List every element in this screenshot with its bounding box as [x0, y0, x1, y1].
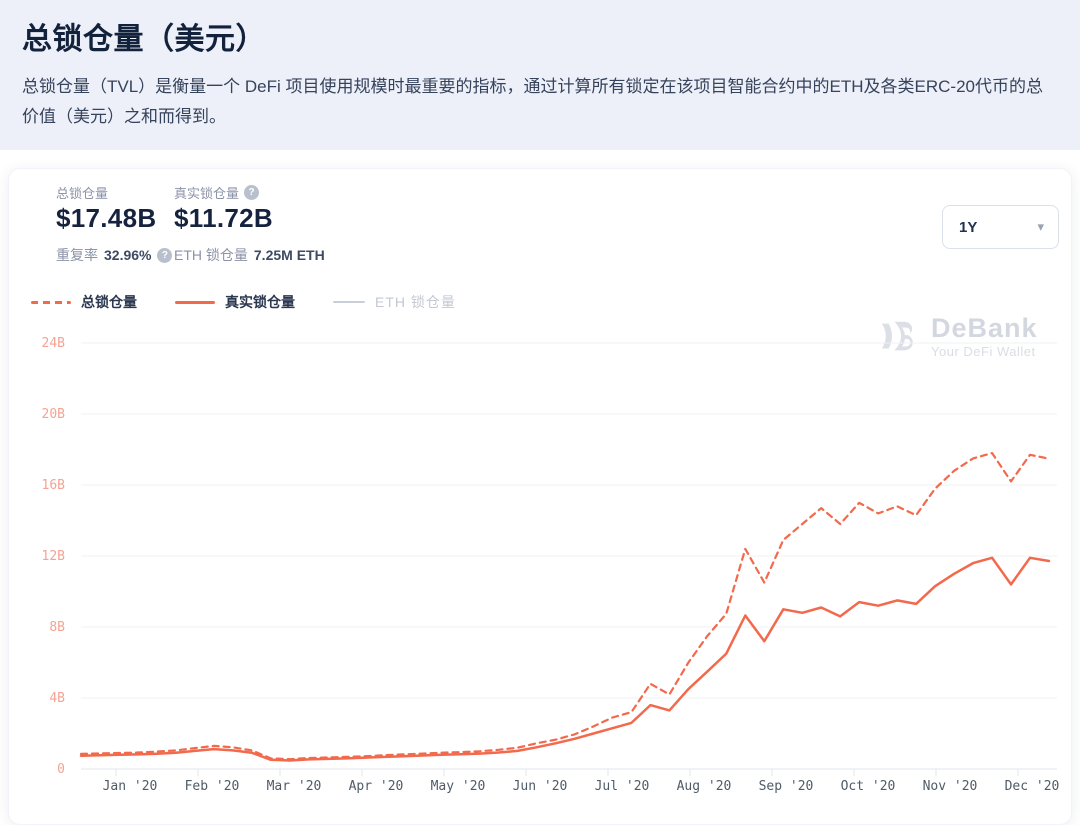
debank-name: DeBank [931, 313, 1038, 343]
duplication-rate-value: 32.96% [104, 247, 152, 263]
dashed-line-sample-icon [31, 300, 71, 304]
svg-text:16B: 16B [42, 478, 66, 493]
svg-text:24B: 24B [42, 336, 66, 351]
svg-text:Jun '20: Jun '20 [513, 779, 568, 794]
svg-text:8B: 8B [49, 620, 65, 635]
legend-item-real-tvl[interactable]: 真实锁仓量 [175, 292, 295, 312]
svg-text:Apr '20: Apr '20 [349, 779, 404, 794]
svg-text:20B: 20B [42, 407, 66, 422]
svg-text:Jul '20: Jul '20 [595, 779, 650, 794]
duplication-rate-label: 重复率 [56, 247, 98, 263]
debank-logo-icon [881, 321, 913, 351]
chart-legend: 总锁仓量 真实锁仓量 ETH 锁仓量 [31, 291, 494, 313]
eth-locked-value: 7.25M ETH [253, 247, 325, 263]
debank-tagline: Your DeFi Wallet [931, 344, 1036, 359]
chevron-down-icon: ▾ [1037, 219, 1044, 234]
total-tvl-value: $17.48B [56, 203, 157, 233]
svg-text:Dec '20: Dec '20 [1005, 779, 1060, 794]
stats-panel: 总锁仓量 $17.48B 重复率 32.96% ? 真实锁仓量 ? $11.72… [56, 183, 325, 265]
stat-total-tvl: 总锁仓量 $17.48B 重复率 32.96% ? [56, 183, 174, 265]
svg-text:Feb '20: Feb '20 [185, 779, 240, 794]
page-title: 总锁仓量（美元） [22, 23, 266, 56]
tvl-line-chart[interactable]: 0 4B 8B 12B 16B 20B 24B Jan '20 Feb '20 Mar '20 Ap… [9, 309, 1072, 825]
debank-watermark: DeBank Your DeFi Wallet [881, 315, 1038, 359]
real-tvl-value: $11.72B [174, 203, 273, 233]
svg-text:12B: 12B [42, 549, 66, 564]
total-tvl-label: 总锁仓量 [56, 185, 109, 201]
legend-label: 真实锁仓量 [225, 294, 295, 310]
svg-text:Sep '20: Sep '20 [759, 779, 814, 794]
eth-locked-label: ETH 锁仓量 [174, 247, 248, 263]
gray-line-sample-icon [333, 301, 365, 303]
legend-label: 总锁仓量 [81, 294, 137, 310]
svg-text:Mar '20: Mar '20 [267, 779, 322, 794]
svg-text:4B: 4B [49, 691, 65, 706]
time-range-select[interactable]: 1Y ▾ [942, 205, 1059, 249]
svg-text:Nov '20: Nov '20 [923, 779, 978, 794]
question-circle-icon[interactable]: ? [244, 184, 260, 200]
solid-line-sample-icon [175, 300, 215, 304]
real-tvl-label: 真实锁仓量 ? [174, 183, 325, 201]
page-description: 总锁仓量（TVL）是衡量一个 DeFi 项目使用规模时最重要的指标，通过计算所有… [22, 77, 1043, 126]
duplication-rate-row: 重复率 32.96% ? [56, 245, 174, 265]
real-tvl-label-text: 真实锁仓量 [174, 185, 240, 201]
svg-text:Oct '20: Oct '20 [841, 779, 896, 794]
eth-locked-row: ETH 锁仓量 7.25M ETH [174, 245, 325, 265]
svg-text:May '20: May '20 [431, 779, 486, 794]
legend-item-eth-locked[interactable]: ETH 锁仓量 [333, 292, 456, 312]
svg-text:Aug '20: Aug '20 [677, 779, 732, 794]
page-header: 总锁仓量（美元） 总锁仓量（TVL）是衡量一个 DeFi 项目使用规模时最重要的… [0, 0, 1080, 150]
question-circle-icon[interactable]: ? [157, 247, 173, 263]
legend-item-total-tvl[interactable]: 总锁仓量 [31, 292, 137, 312]
debank-watermark-text: DeBank Your DeFi Wallet [931, 313, 1038, 360]
stat-real-tvl: 真实锁仓量 ? $11.72B ETH 锁仓量 7.25M ETH [174, 183, 325, 265]
svg-text:0: 0 [57, 762, 65, 777]
legend-label: ETH 锁仓量 [375, 294, 456, 310]
tvl-card: 总锁仓量 $17.48B 重复率 32.96% ? 真实锁仓量 ? $11.72… [8, 168, 1072, 825]
svg-text:Jan '20: Jan '20 [103, 779, 158, 794]
time-range-value: 1Y [959, 218, 978, 236]
